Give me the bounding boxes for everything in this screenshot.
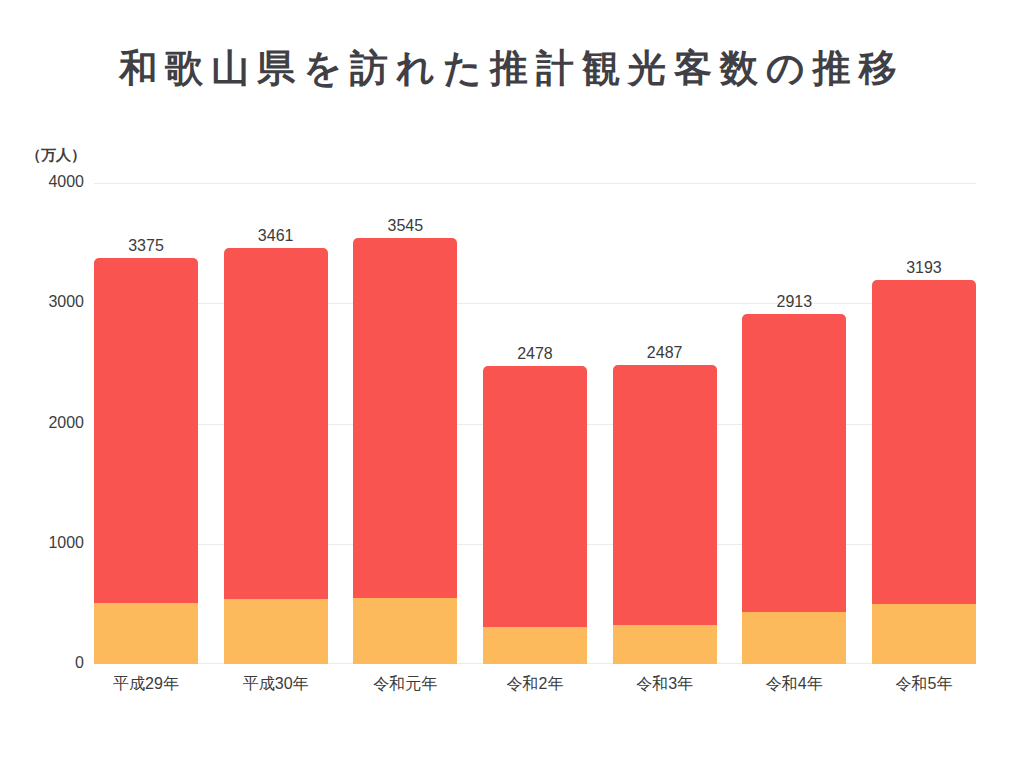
x-category-label: 令和元年	[353, 674, 457, 695]
y-tick-label: 0	[0, 654, 84, 672]
y-axis-unit-label: （万人）	[26, 146, 86, 165]
bar-value-label: 3545	[353, 217, 457, 235]
x-category-label: 令和4年	[742, 674, 846, 695]
bar-value-label: 3193	[872, 259, 976, 277]
bar-segment-red	[94, 258, 198, 603]
bar-平成30年: 3461	[224, 248, 328, 664]
bar-令和2年: 2478	[483, 366, 587, 664]
bar-value-label: 2913	[742, 293, 846, 311]
y-tick-label: 3000	[0, 293, 84, 311]
x-category-label: 平成30年	[224, 674, 328, 695]
bar-segment-orange	[872, 604, 976, 664]
x-category-label: 令和2年	[483, 674, 587, 695]
y-tick-label: 2000	[0, 414, 84, 432]
x-category-label: 令和3年	[613, 674, 717, 695]
bar-segment-red	[353, 238, 457, 598]
bar-segment-red	[483, 366, 587, 627]
bar-令和3年: 2487	[613, 365, 717, 664]
bar-segment-orange	[94, 603, 198, 664]
bar-segment-orange	[742, 612, 846, 664]
bar-segment-red	[224, 248, 328, 599]
bar-value-label: 2478	[483, 345, 587, 363]
bar-令和5年: 3193	[872, 280, 976, 664]
bar-segment-red	[613, 365, 717, 625]
chart-title: 和歌山県を訪れた推計観光客数の推移	[0, 43, 1024, 94]
bar-平成29年: 3375	[94, 258, 198, 664]
x-category-label: 令和5年	[872, 674, 976, 695]
x-axis-labels: 平成29年 平成30年 令和元年 令和2年 令和3年 令和4年 令和5年	[94, 674, 976, 695]
bar-value-label: 3375	[94, 237, 198, 255]
bar-segment-red	[872, 280, 976, 604]
y-tick-label: 4000	[0, 173, 84, 191]
bar-segment-red	[742, 314, 846, 612]
bar-segment-orange	[483, 627, 587, 664]
bar-segment-orange	[613, 625, 717, 664]
bar-segment-orange	[353, 598, 457, 664]
bar-segment-orange	[224, 599, 328, 664]
bar-value-label: 2487	[613, 344, 717, 362]
bar-value-label: 3461	[224, 227, 328, 245]
bar-令和4年: 2913	[742, 314, 846, 664]
y-tick-label: 1000	[0, 534, 84, 552]
bar-令和元年: 3545	[353, 238, 457, 664]
x-category-label: 平成29年	[94, 674, 198, 695]
plot-area: 3375346135452478248729133193	[94, 183, 976, 664]
